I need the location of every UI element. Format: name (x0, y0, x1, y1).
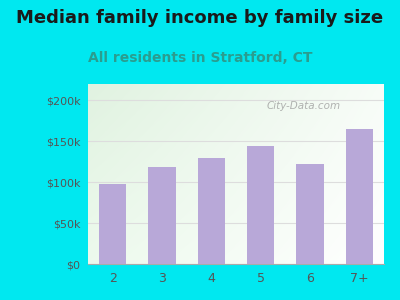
Bar (247, 146, 274, 264)
Bar (346, 129, 373, 264)
Bar (148, 167, 176, 264)
Text: City-Data.com: City-Data.com (267, 100, 341, 111)
Bar (99, 184, 126, 264)
Text: All residents in Stratford, CT: All residents in Stratford, CT (88, 51, 312, 65)
Bar (296, 164, 324, 264)
Text: Median family income by family size: Median family income by family size (16, 9, 384, 27)
Bar (198, 158, 225, 264)
